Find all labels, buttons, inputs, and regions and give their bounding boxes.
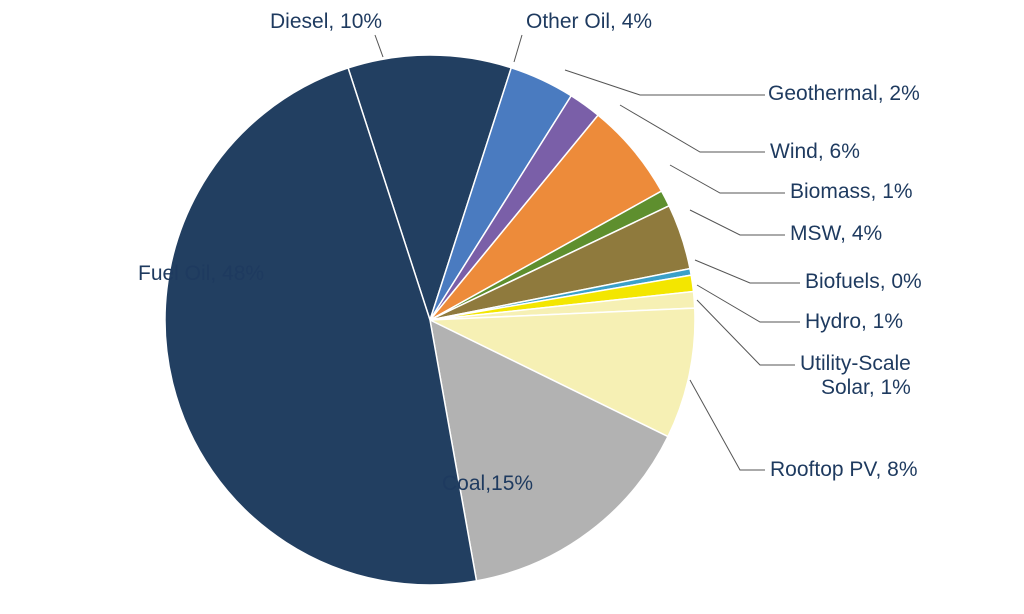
- label-wind: Wind, 6%: [770, 140, 860, 164]
- label-coal: Coal,15%: [442, 472, 533, 496]
- label-rooftop-pv: Rooftop PV, 8%: [770, 458, 918, 482]
- leader-msw: [690, 210, 785, 235]
- leader-utility-scale-solar: [697, 300, 795, 365]
- leader-geothermal: [565, 70, 765, 95]
- leader-other-oil: [514, 35, 522, 62]
- label-other-oil: Other Oil, 4%: [526, 10, 652, 34]
- label-geothermal: Geothermal, 2%: [768, 82, 920, 106]
- label-diesel: Diesel, 10%: [270, 10, 382, 34]
- leader-diesel: [375, 35, 383, 57]
- leader-rooftop-pv: [690, 380, 765, 470]
- leader-biomass: [670, 165, 785, 193]
- label-hydro: Hydro, 1%: [805, 310, 903, 334]
- leader-wind: [620, 105, 765, 152]
- pie-chart: Diesel, 10% Other Oil, 4% Geothermal, 2% Wi…: [0, 0, 1024, 614]
- leader-biofuels: [695, 260, 800, 283]
- label-utility-scale-solar: Utility-ScaleSolar, 1%: [800, 352, 911, 400]
- label-biofuels: Biofuels, 0%: [805, 270, 922, 294]
- label-msw: MSW, 4%: [790, 222, 882, 246]
- label-biomass: Biomass, 1%: [790, 180, 913, 204]
- label-fuel-oil: Fuel Oil, 48%: [138, 262, 264, 286]
